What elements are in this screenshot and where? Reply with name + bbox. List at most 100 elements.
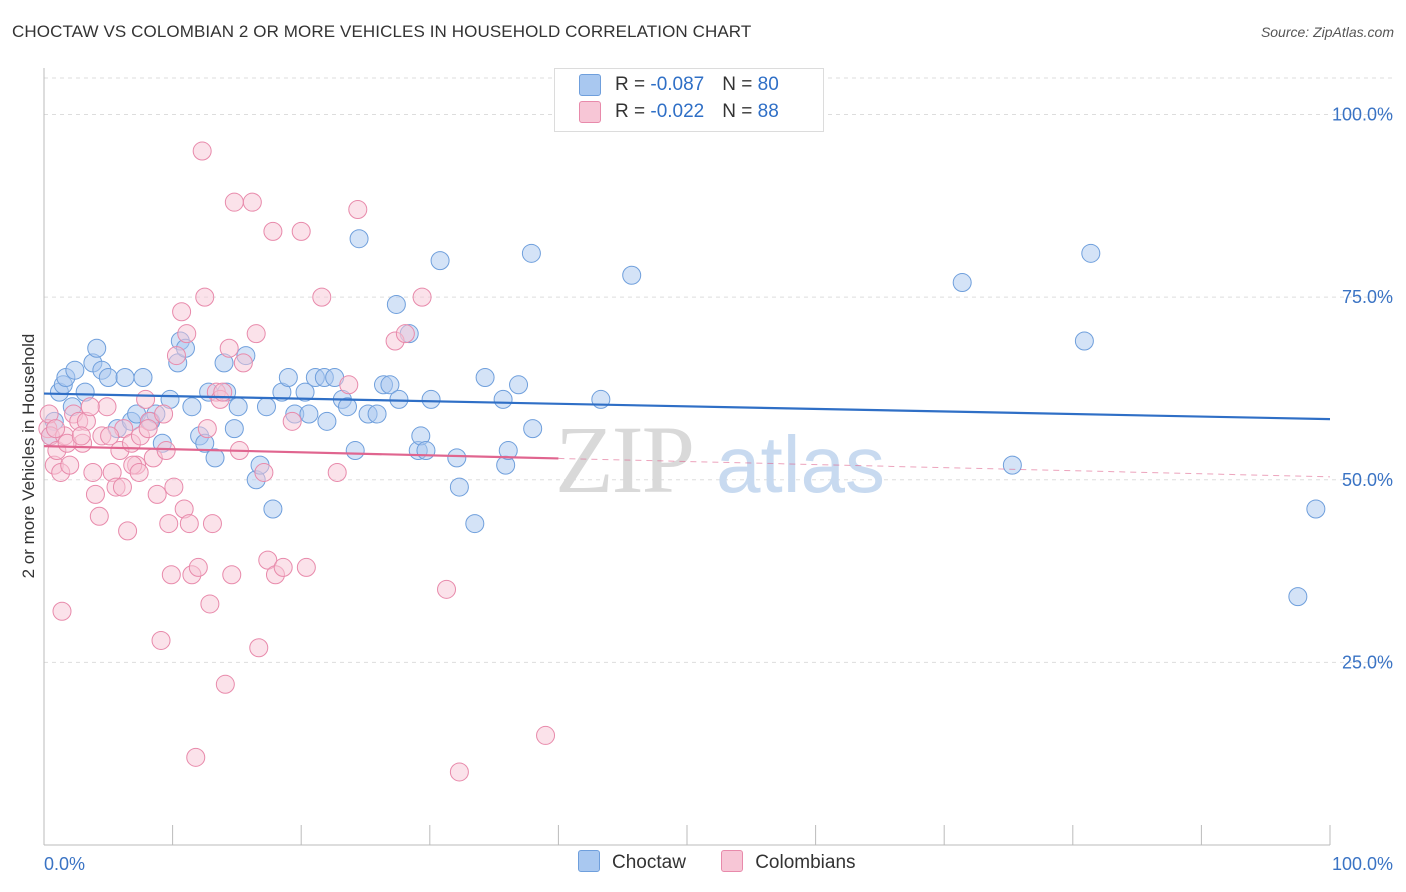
colombians-point — [312, 287, 332, 307]
correlation-legend: R = -0.087 N = 80 R = -0.022 N = 88 — [554, 68, 824, 132]
colombians-point — [60, 455, 80, 475]
choctaw-point — [182, 397, 202, 417]
colombians-point — [159, 514, 179, 534]
choctaw-point — [349, 229, 369, 249]
colombians-point — [179, 514, 199, 534]
colombians-point — [282, 411, 302, 431]
y-axis-label: 2 or more Vehicles in Household — [19, 334, 38, 579]
colombians-point — [166, 346, 186, 366]
choctaw-point — [1074, 331, 1094, 351]
colombians-trendline-extension — [558, 457, 1331, 478]
colombians-point — [224, 192, 244, 212]
choctaw-point — [475, 367, 495, 387]
legend-n-value: 88 — [757, 101, 779, 123]
colombians-point — [263, 221, 283, 241]
colombians-point — [161, 565, 181, 585]
colombians-point — [188, 557, 208, 577]
colombians-point — [233, 353, 253, 373]
choctaw-point — [1081, 243, 1101, 263]
colombians-point — [100, 426, 120, 446]
choctaw-point — [367, 404, 387, 424]
colombians-point — [186, 747, 206, 767]
colombians-point — [156, 441, 176, 461]
choctaw-point — [1306, 499, 1326, 519]
colombians-point — [164, 477, 184, 497]
choctaw-point — [509, 375, 529, 395]
colombians-point — [536, 725, 556, 745]
colombians-point — [118, 521, 138, 541]
watermark-zip: ZIP — [555, 406, 693, 513]
choctaw-point — [115, 367, 135, 387]
series-legend-label: Colombians — [755, 852, 856, 873]
series-legend-choctaw[interactable]: Choctaw — [578, 850, 686, 874]
colombians-point — [136, 389, 156, 409]
choctaw-point — [87, 338, 107, 358]
colombians-point — [254, 462, 274, 482]
colombians-point — [154, 404, 174, 424]
legend-n-value: 80 — [757, 74, 779, 96]
legend-n-label: N = — [722, 74, 758, 96]
legend-swatch-choctaw — [579, 74, 601, 96]
chart-title: CHOCTAW VS COLOMBIAN 2 OR MORE VEHICLES … — [12, 22, 752, 41]
colombians-point — [412, 287, 432, 307]
choctaw-point — [278, 367, 298, 387]
colombians-point — [327, 462, 347, 482]
choctaw-point — [1002, 455, 1022, 475]
x-tick-label: 100.0% — [1332, 854, 1393, 874]
choctaw-point — [317, 411, 337, 431]
series-swatch-colombians — [721, 850, 744, 873]
choctaw-point — [952, 273, 972, 293]
colombians-point — [97, 397, 117, 417]
colombians-point — [219, 338, 239, 358]
choctaw-point — [228, 397, 248, 417]
colombians-point — [249, 638, 269, 658]
series-legend: Choctaw Colombians — [578, 850, 886, 874]
choctaw-point — [133, 367, 153, 387]
colombians-point — [273, 557, 293, 577]
colombians-point — [83, 462, 103, 482]
choctaw-point — [430, 251, 450, 271]
source-label: Source: ZipAtlas.com — [1260, 24, 1394, 40]
y-tick-label: 100.0% — [1332, 105, 1393, 125]
legend-r-label: R = — [615, 101, 651, 123]
choctaw-point — [345, 441, 365, 461]
colombians-point — [339, 375, 359, 395]
colombians-point — [177, 324, 197, 344]
choctaw-point — [498, 441, 518, 461]
colombians-point — [348, 199, 368, 219]
colombians-point — [195, 287, 215, 307]
y-tick-label: 25.0% — [1342, 652, 1393, 672]
colombians-point — [129, 462, 149, 482]
choctaw-point — [521, 243, 541, 263]
choctaw-point — [263, 499, 283, 519]
choctaw-point — [295, 382, 315, 402]
colombians-point — [246, 324, 266, 344]
colombians-point — [89, 506, 109, 526]
legend-swatch-colombians — [579, 101, 601, 123]
colombians-point — [296, 557, 316, 577]
colombians-point — [192, 141, 212, 161]
choctaw-point — [1288, 587, 1308, 607]
choctaw-point — [224, 419, 244, 439]
series-legend-colombians[interactable]: Colombians — [721, 850, 856, 874]
colombians-point — [395, 324, 415, 344]
legend-row-choctaw: R = -0.087 N = 80 — [579, 74, 779, 100]
choctaw-point — [416, 441, 436, 461]
x-tick-label: 0.0% — [44, 854, 85, 874]
colombians-point — [46, 419, 66, 439]
colombians-point — [197, 419, 217, 439]
legend-r-label: R = — [615, 74, 651, 96]
choctaw-point — [386, 294, 406, 314]
y-tick-label: 75.0% — [1342, 287, 1393, 307]
series-swatch-choctaw — [578, 850, 600, 873]
choctaw-point — [449, 477, 469, 497]
colombians-point — [213, 382, 233, 402]
choctaw-point — [622, 265, 642, 285]
choctaw-point — [493, 389, 513, 409]
legend-n-label: N = — [722, 101, 758, 123]
choctaw-point — [256, 397, 276, 417]
colombians-point — [138, 419, 158, 439]
colombians-point — [85, 484, 105, 504]
choctaw-point — [421, 389, 441, 409]
